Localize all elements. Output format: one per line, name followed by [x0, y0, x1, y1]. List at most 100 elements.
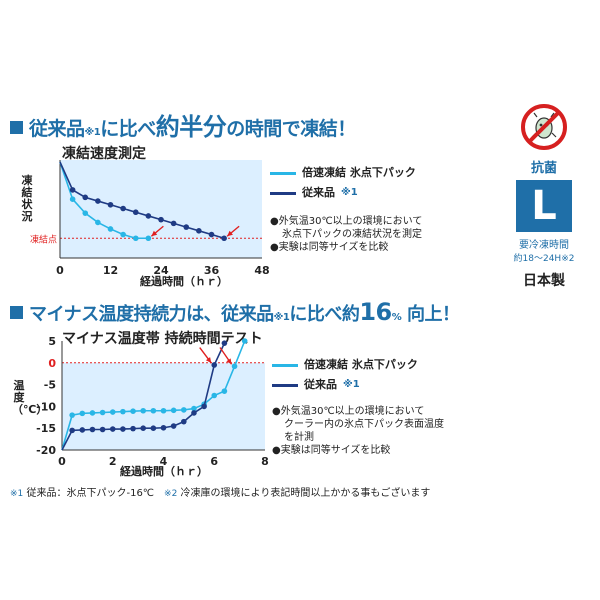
data-point	[211, 392, 218, 399]
arrow-head	[151, 230, 158, 237]
data-point	[150, 425, 157, 432]
x-tick-label: 8	[261, 455, 269, 468]
square-bullet-icon	[10, 121, 23, 134]
chart2-notes: ●外気温30℃以上の環境において クーラー内の氷点下パック表面温度 を計測 ●実…	[272, 406, 444, 456]
freezing-point-label: 凍結点	[30, 233, 57, 245]
data-point	[211, 362, 218, 368]
data-point	[160, 424, 167, 431]
legend-swatch	[270, 191, 296, 195]
data-point	[120, 408, 126, 415]
size-badge: L	[516, 180, 572, 232]
x-tick-label: 6	[210, 455, 218, 468]
data-point	[140, 407, 146, 414]
arrow-head	[226, 358, 232, 365]
freeze-time-value: 約18〜24H※2	[513, 254, 575, 264]
legend-item-fast: 倍速凍結 氷点下パック	[272, 355, 418, 375]
y-tick-label: 0	[48, 357, 56, 370]
y-tick-label: -20	[36, 444, 56, 457]
data-point	[241, 338, 248, 344]
data-point	[170, 407, 177, 414]
data-point	[221, 388, 228, 394]
plot-area	[62, 362, 265, 450]
made-in-japan: 日本製	[523, 273, 565, 289]
data-point	[120, 231, 126, 238]
data-point	[132, 209, 139, 216]
data-point	[191, 410, 197, 416]
y-tick-label: -10	[36, 400, 56, 413]
data-point	[140, 425, 146, 432]
x-tick-label: 0	[56, 264, 64, 277]
data-point	[89, 410, 96, 416]
data-point	[150, 407, 157, 414]
chart1-xlabel: 経過時間（ｈｒ）	[140, 275, 228, 288]
data-point	[82, 194, 89, 201]
data-point	[145, 235, 152, 242]
x-tick-label: 4	[160, 455, 168, 468]
product-side-info: 抗菌 L 要冷凍時間 約18〜24H※2 日本製	[508, 103, 580, 290]
legend-swatch	[272, 383, 298, 387]
data-point	[69, 187, 76, 193]
data-point	[208, 231, 215, 238]
data-point	[120, 426, 126, 432]
data-point	[130, 408, 136, 414]
data-point	[221, 340, 228, 346]
chart1-ylabel: 凍結状況	[21, 174, 33, 223]
chart1-legend: 倍速凍結 氷点下パック 従来品 ※1	[270, 163, 416, 203]
chart1-notes: ●外気温30℃以上の環境において 氷点下パックの凍結状況を測定 ●実験は同等サイ…	[270, 216, 423, 253]
data-point	[181, 407, 187, 413]
data-point	[89, 426, 96, 433]
arrow-head	[227, 230, 233, 237]
x-tick-label: 24	[153, 264, 169, 277]
data-point	[107, 201, 114, 208]
data-point	[79, 427, 86, 433]
data-point	[201, 403, 207, 410]
data-point	[221, 235, 227, 242]
data-point	[181, 418, 187, 425]
data-point	[99, 426, 106, 433]
legend-item-old: 従来品 ※1	[270, 183, 416, 203]
data-point	[69, 196, 76, 202]
y-tick-label: 5	[48, 335, 56, 348]
chart1-title: 凍結速度測定	[62, 146, 146, 162]
freeze-time-label: 要冷凍時間	[519, 240, 569, 251]
data-point	[120, 205, 126, 212]
y-tick-label: -5	[44, 379, 56, 392]
antibacterial-label: 抗菌	[530, 161, 557, 176]
legend-item-fast: 倍速凍結 氷点下パック	[270, 163, 416, 183]
x-tick-label: 2	[109, 455, 117, 468]
data-point	[109, 426, 116, 432]
antibacterial-icon	[521, 104, 567, 150]
data-point	[170, 220, 177, 227]
data-point	[82, 210, 89, 216]
x-tick-label: 36	[204, 264, 220, 277]
data-point	[107, 226, 114, 232]
y-tick-label: -15	[36, 422, 56, 435]
data-point	[160, 407, 167, 414]
x-tick-label: 48	[254, 264, 269, 277]
data-point	[79, 410, 86, 417]
data-point	[196, 228, 202, 234]
data-point	[145, 213, 152, 219]
data-point	[95, 219, 101, 226]
data-point	[69, 427, 75, 434]
data-point	[130, 425, 136, 432]
chart2-title: マイナス温度帯 持続時間テスト	[62, 331, 263, 347]
plot-area	[60, 160, 262, 258]
data-point	[191, 405, 197, 412]
data-point	[183, 224, 190, 230]
square-bullet-icon	[10, 306, 23, 319]
x-tick-label: 12	[103, 264, 118, 277]
chart2-xlabel: 経過時間（ｈｒ）	[120, 465, 208, 478]
data-point	[69, 412, 75, 418]
data-point	[170, 423, 177, 429]
legend-swatch	[272, 363, 298, 367]
data-point	[132, 235, 139, 242]
chart2-legend: 倍速凍結 氷点下パック 従来品 ※1	[272, 355, 418, 395]
data-point	[231, 363, 238, 370]
arrow-head	[205, 357, 212, 363]
legend-item-old: 従来品 ※1	[272, 375, 418, 395]
data-point	[99, 409, 106, 416]
footnote: ※1 従来品：氷点下パック-16℃ ※2 冷凍庫の環境により表記時間以上かかる事…	[10, 488, 431, 499]
data-point	[109, 409, 116, 415]
